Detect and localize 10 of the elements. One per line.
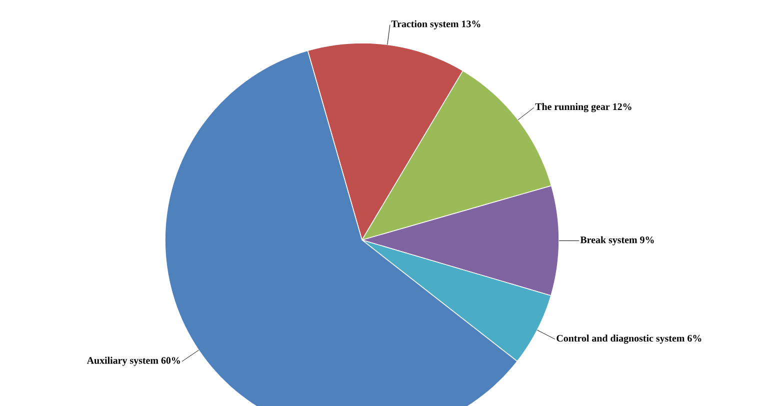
data-label: 12% — [613, 103, 632, 110]
data-label: 60% — [161, 357, 180, 364]
data-label: 6% — [688, 334, 702, 342]
slice-label: Control and diagnostic system — [556, 334, 685, 344]
slice-label: Traction system — [391, 20, 459, 30]
data-label: 13% — [462, 20, 480, 28]
slice-label: Break system — [580, 236, 638, 246]
data-label: 9% — [640, 236, 654, 244]
slice-label: The running gear — [535, 103, 610, 112]
slice-label: Auxiliary system — [86, 356, 158, 366]
